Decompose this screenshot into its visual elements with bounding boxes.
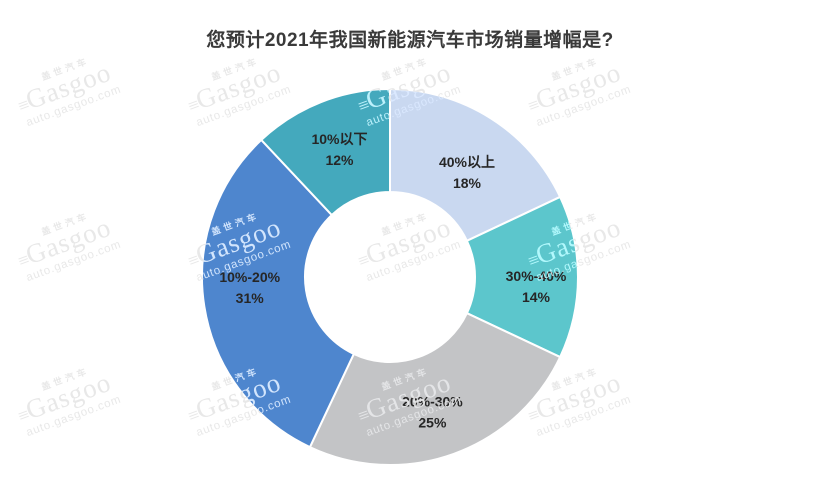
slice-label-0: 40%以上 18%	[439, 154, 495, 191]
donut-slice-4	[260, 88, 391, 217]
slice-label-2: 20%-30% 25%	[402, 394, 463, 431]
slice-label-3: 10%-20% 31%	[219, 269, 280, 306]
slice-label-4: 10%以下 12%	[311, 131, 367, 168]
donut-slice-2	[308, 312, 562, 466]
donut-slice-0	[389, 88, 562, 242]
slice-label-1: 30%-40% 14%	[506, 268, 567, 305]
donut-slice-3	[201, 138, 355, 449]
chart-title: 您预计2021年我国新能源汽车市场销量增幅是?	[206, 30, 614, 51]
donut-slice-1	[465, 195, 579, 359]
